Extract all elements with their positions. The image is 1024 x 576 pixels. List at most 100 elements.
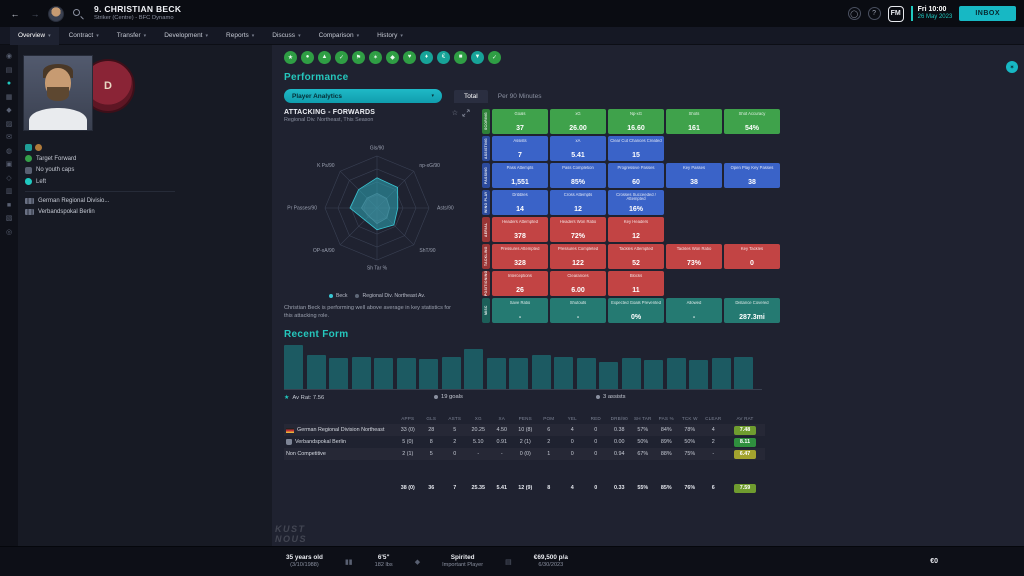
stat-card-interceptions[interactable]: Interceptions 26	[492, 271, 548, 296]
staff-icon[interactable]: ▧	[5, 215, 13, 222]
form-bar[interactable]	[666, 357, 686, 389]
tab-total[interactable]: Total	[454, 90, 488, 103]
stat-card-pressures-attempted[interactable]: Pressures Attempted 328	[492, 244, 548, 269]
form-bar[interactable]	[486, 357, 506, 389]
back-button[interactable]: ←	[10, 8, 20, 19]
form-bar[interactable]	[396, 357, 416, 389]
column-header[interactable]: XA	[498, 416, 506, 421]
form-bar[interactable]	[509, 358, 528, 389]
badge-heart[interactable]: ♥	[403, 50, 416, 64]
form-bar[interactable]	[644, 359, 663, 389]
stat-card-allowed[interactable]: Allowed -	[666, 298, 722, 323]
form-bar[interactable]	[711, 358, 731, 389]
stat-card-xg[interactable]: xG 26.00	[550, 109, 606, 134]
competitions-icon[interactable]: ▣	[5, 161, 13, 168]
form-bar[interactable]	[441, 356, 461, 389]
stat-card-headers-won-ratio[interactable]: Headers Won Ratio 72%	[550, 217, 606, 242]
table-row[interactable]: Non Competitive 2 (1) 5 0 - - 0 (0) 1 0 0 0.94 67% 8…	[284, 448, 765, 460]
badge-check[interactable]: ✓	[335, 50, 348, 64]
stat-card-save-ratio[interactable]: Save Ratio -	[492, 298, 548, 323]
stat-card-progressive-passes[interactable]: Progressive Passes 60	[608, 163, 664, 188]
stat-card-pass-completion[interactable]: Pass Completion 85%	[550, 163, 606, 188]
column-header[interactable]: PENS	[518, 416, 532, 421]
stat-card-expected-goals-prevented[interactable]: Expected Goals Prevented 0%	[608, 298, 664, 323]
expand-icon[interactable]	[462, 109, 470, 117]
forward-button[interactable]: →	[30, 8, 40, 19]
menu-item-history[interactable]: History ▾	[369, 27, 411, 45]
badge-diamond[interactable]: ◆	[386, 50, 399, 64]
sidebar-item-foot[interactable]: Left	[25, 177, 272, 186]
assistant-button[interactable]: ✶	[1006, 61, 1018, 73]
finances-icon[interactable]: ■	[6, 201, 12, 209]
stat-card-clear-cut-chances-created[interactable]: Clear Cut Chances Created 15	[608, 136, 664, 161]
menu-item-reports[interactable]: Reports ▾	[218, 27, 262, 45]
stat-card-pass-attempts[interactable]: Pass Attempts 1,551	[492, 163, 548, 188]
stat-card-dribbles[interactable]: Dribbles 14	[492, 190, 548, 215]
stat-card-headers-attempted[interactable]: Headers Attempted 378	[492, 217, 548, 242]
news-icon[interactable]: ▥	[5, 188, 13, 195]
stat-card-key-tackles[interactable]: Key Tackles 0	[724, 244, 780, 269]
transfers-icon[interactable]: ▨	[5, 120, 13, 128]
stat-card-cross-attempts[interactable]: Cross Attempts 12	[550, 190, 606, 215]
badge-ability-star[interactable]: ★	[284, 50, 297, 64]
column-header[interactable]: APPS	[401, 416, 415, 421]
stat-card-tackles-won-ratio[interactable]: Tackles Won Ratio 73%	[666, 244, 722, 269]
legend-item[interactable]: Beck	[328, 293, 347, 299]
stat-card-tackles-attempted[interactable]: Tackles Attempted 52	[608, 244, 664, 269]
table-row[interactable]: German Regional Division Northeast 33 (0)…	[284, 424, 765, 436]
form-bar[interactable]	[284, 344, 303, 389]
badge-down[interactable]: ▼	[471, 50, 484, 64]
badge-goals[interactable]: ●	[301, 50, 314, 64]
badge-finance[interactable]: €	[437, 50, 450, 64]
menu-item-comparison[interactable]: Comparison ▾	[311, 27, 368, 45]
training-icon[interactable]: ◆	[6, 107, 12, 114]
form-bar[interactable]	[374, 358, 393, 389]
favourite-star-icon[interactable]: ☆	[451, 110, 458, 117]
inbox-icon[interactable]: ◉	[5, 53, 13, 60]
form-bar[interactable]	[464, 348, 483, 389]
globe-icon[interactable]: ◯	[847, 7, 861, 20]
stat-card-distance-covered[interactable]: Distance Covered 287.3mi	[724, 298, 780, 323]
search-icon[interactable]	[72, 8, 84, 20]
badge-tick[interactable]: ✓	[488, 50, 501, 64]
stat-card-crosses-succeeded-attempted[interactable]: Crosses Succeeded / Attempted 16%	[608, 190, 664, 215]
help-icon[interactable]: ?	[867, 7, 881, 20]
badge-form[interactable]: ▲	[318, 50, 331, 64]
form-bar[interactable]	[351, 356, 371, 389]
profile-icon[interactable]: ●	[6, 80, 12, 87]
column-header[interactable]: SH TAR	[633, 416, 652, 421]
form-bar[interactable]	[419, 359, 438, 389]
form-bar[interactable]	[554, 356, 573, 389]
stat-card-assists[interactable]: Assists 7	[492, 136, 548, 161]
menu-item-discuss[interactable]: Discuss ▾	[264, 27, 308, 45]
column-header[interactable]: CLEAR	[705, 416, 722, 421]
legend-item[interactable]: Regional Div. Northeast Av.	[355, 293, 425, 299]
stat-card-open-play-key-passes[interactable]: Open Play Key Passes 38	[724, 163, 780, 188]
form-bar[interactable]	[576, 358, 596, 389]
menu-item-development[interactable]: Development ▾	[156, 27, 216, 45]
stat-card-shot-accuracy[interactable]: Shot Accuracy 54%	[724, 109, 780, 134]
badge-flag[interactable]: ⚑	[352, 50, 365, 64]
form-bar[interactable]	[599, 362, 618, 389]
table-row[interactable]: Verbandspokal Berlin 5 (0) 8 2 5.10 0.91 2 (1)…	[284, 436, 765, 448]
menu-item-contract[interactable]: Contract ▾	[61, 27, 107, 45]
analytics-dropdown[interactable]: Player Analytics ▾	[284, 89, 442, 103]
stat-card-goals[interactable]: Goals 37	[492, 109, 548, 134]
badge-square[interactable]: ■	[454, 50, 467, 64]
club-icon[interactable]: ◍	[5, 147, 13, 155]
stat-card-clearances[interactable]: Clearances 6.00	[550, 271, 606, 296]
sidebar-item-role[interactable]: Target Forward	[25, 154, 272, 163]
sidebar-item-competition[interactable]: Verbandspokal Berlin	[25, 208, 272, 217]
stat-card-key-headers[interactable]: Key Headers 12	[608, 217, 664, 242]
form-bar[interactable]	[621, 357, 641, 389]
column-header[interactable]: POM	[543, 416, 555, 421]
badge-gem[interactable]: ♦	[420, 50, 433, 64]
column-header[interactable]: DRB/90	[610, 416, 628, 421]
column-header[interactable]: AV RAT	[736, 416, 754, 421]
form-bar[interactable]	[689, 360, 708, 389]
sidebar-item-competition[interactable]: German Regional Divisio...	[25, 196, 272, 205]
column-header[interactable]: XG	[474, 416, 482, 421]
column-header[interactable]: ASTS	[448, 416, 462, 421]
form-bar[interactable]	[329, 357, 348, 389]
tab-per-90-minutes[interactable]: Per 90 Minutes	[497, 93, 542, 100]
